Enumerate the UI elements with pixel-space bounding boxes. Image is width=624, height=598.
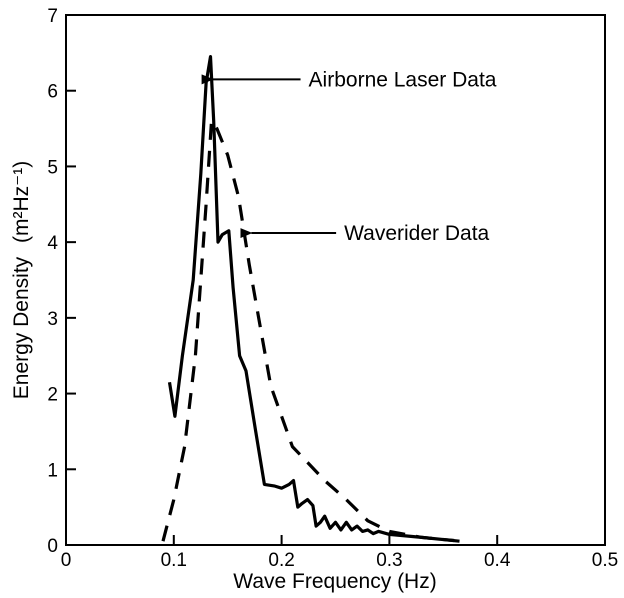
annotation-label: Airborne Laser Data bbox=[309, 68, 497, 91]
waverider-series-line bbox=[161, 119, 455, 543]
x-tick-label: 0.4 bbox=[484, 550, 511, 571]
x-tick-label: 0 bbox=[61, 550, 72, 571]
y-tick-label: 5 bbox=[47, 157, 58, 178]
series-lines bbox=[161, 54, 460, 543]
x-tick-label: 0.3 bbox=[376, 550, 402, 571]
y-tick-label: 2 bbox=[47, 385, 58, 406]
y-tick-label: 6 bbox=[47, 82, 58, 103]
y-tick-label: 3 bbox=[47, 309, 58, 330]
x-tick-label: 0.5 bbox=[592, 550, 618, 571]
y-tick-label: 4 bbox=[47, 233, 58, 254]
airborne-laser-series-line bbox=[167, 54, 460, 543]
x-tick-label: 0.1 bbox=[161, 550, 187, 571]
annotations: Airborne Laser Data Waverider Data bbox=[201, 68, 497, 245]
annotation-label: Waverider Data bbox=[344, 222, 489, 245]
y-tick-label: 0 bbox=[47, 536, 58, 557]
y-axis-label: Energy Density (m²Hz⁻¹) bbox=[10, 161, 33, 399]
y-axis-label-title: Energy Density bbox=[10, 256, 33, 399]
tick-labels: 0 0.1 0.2 0.3 0.4 0.5 0 1 2 3 4 5 6 7 bbox=[47, 6, 618, 571]
plot-frame bbox=[65, 14, 606, 546]
x-tick-label: 0.2 bbox=[268, 550, 294, 571]
y-tick-label: 1 bbox=[47, 460, 58, 481]
y-tick-label: 7 bbox=[47, 6, 58, 27]
y-axis-label-unit: (m²Hz⁻¹) bbox=[10, 161, 33, 243]
x-axis-label: Wave Frequency (Hz) bbox=[233, 570, 436, 593]
axis-ticks bbox=[65, 14, 606, 546]
